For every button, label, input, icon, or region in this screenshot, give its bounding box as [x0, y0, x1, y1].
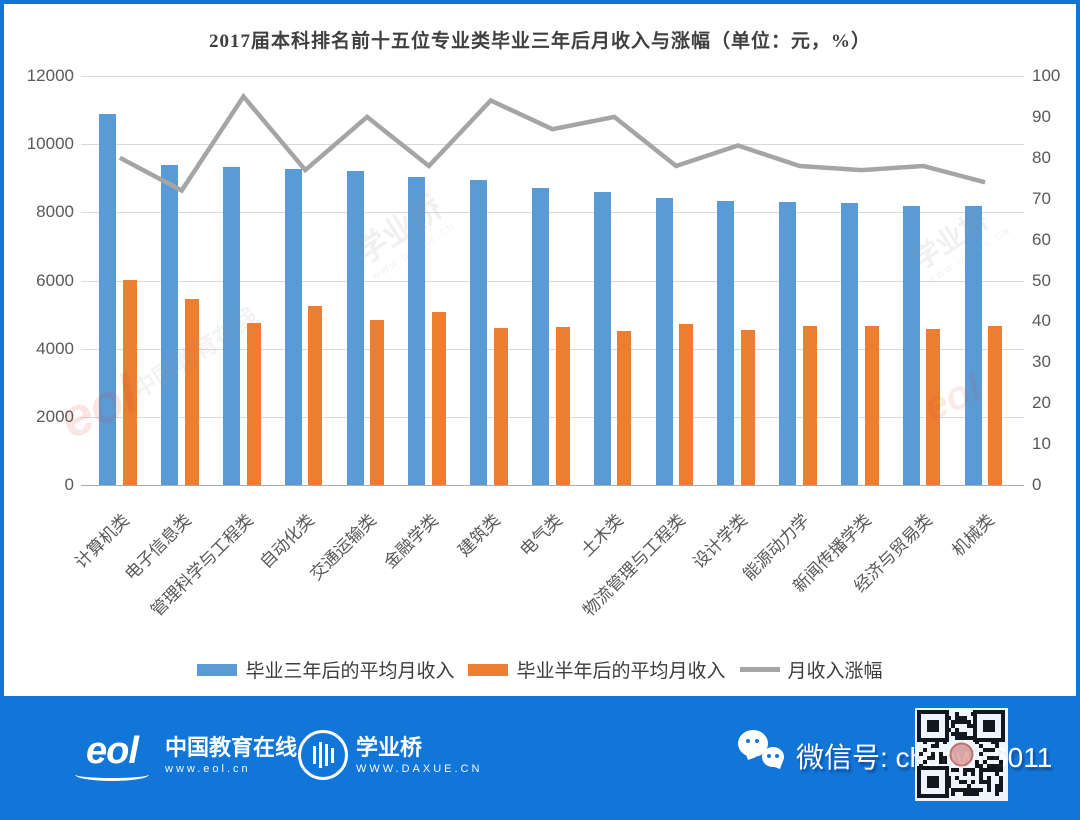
bar-income-6mo — [988, 325, 1003, 485]
y-axis-tick-label: 2000 — [36, 406, 74, 426]
qr-code-svg — [915, 708, 1008, 801]
bar-income-3yr — [593, 191, 611, 485]
bar-income-3yr — [408, 176, 426, 485]
legend-item: 毕业三年后的平均月收入 — [197, 656, 454, 683]
eol-logo: eol — [70, 730, 154, 781]
y-axis-tick-label: 12000 — [26, 66, 74, 85]
y-axis-tick-label: 0 — [64, 475, 74, 494]
right-axis-tick-label: 70 — [1032, 188, 1051, 208]
bar-income-6mo — [617, 331, 632, 485]
gridline — [81, 144, 1024, 146]
gridline — [81, 348, 1024, 350]
legend-swatch — [739, 667, 780, 672]
eol-logo-swoosh — [75, 768, 149, 781]
xueyeqiao-seal-icon — [298, 730, 348, 780]
qr-code — [915, 708, 1008, 801]
gridline — [81, 485, 1024, 486]
legend-label: 毕业半年后的平均月收入 — [516, 661, 726, 682]
right-axis-tick-label: 90 — [1032, 106, 1051, 126]
bar-income-6mo — [802, 326, 817, 485]
chart-legend: 毕业三年后的平均月收入 毕业半年后的平均月收入 月收入涨幅 — [4, 656, 1076, 683]
right-axis-tick-label: 10 — [1032, 434, 1051, 454]
right-axis-tick-label: 20 — [1032, 393, 1051, 413]
bar-income-6mo — [431, 312, 446, 485]
bar-income-6mo — [740, 330, 755, 485]
right-axis-tick-label: 50 — [1032, 270, 1051, 290]
legend-label: 月收入涨幅 — [787, 661, 883, 682]
bar-income-3yr — [284, 169, 302, 485]
y-axis-tick-label: 8000 — [36, 202, 74, 222]
right-axis-tick-label: 0 — [1032, 475, 1042, 494]
footer: eol 中国教育在线 www.eol.cn 学业桥 WWW.DAXUE.CN 微… — [4, 696, 1076, 816]
bar-income-6mo — [122, 279, 137, 485]
gridline — [81, 416, 1024, 418]
right-axis-tick-label: 40 — [1032, 311, 1051, 331]
bar-income-3yr — [717, 201, 735, 485]
xueyeqiao-name: 学业桥 — [356, 735, 423, 760]
xueyeqiao-text-block: 学业桥 WWW.DAXUE.CN — [356, 735, 483, 776]
bar-income-6mo — [246, 323, 261, 485]
wechat-icon — [738, 730, 790, 777]
eol-name: 中国教育在线 — [165, 735, 298, 760]
bar-income-6mo — [308, 306, 323, 485]
right-axis-tick-label: 100 — [1032, 66, 1061, 85]
bar-income-3yr — [779, 201, 797, 485]
bar-income-3yr — [902, 205, 920, 485]
legend-swatch — [197, 663, 238, 676]
chart-title: 2017届本科排名前十五位专业类毕业三年后月收入与涨幅（单位：元，%） — [208, 31, 871, 52]
bar-income-3yr — [532, 188, 549, 485]
bar-income-6mo — [864, 325, 879, 485]
legend-label: 毕业三年后的平均月收入 — [245, 661, 455, 682]
bar-income-3yr — [841, 202, 858, 485]
y-axis-tick-label: 4000 — [36, 338, 74, 358]
eol-text-block: 中国教育在线 www.eol.cn — [165, 735, 298, 776]
bar-income-3yr — [964, 205, 982, 485]
legend-item: 月收入涨幅 — [739, 656, 883, 683]
bar-income-6mo — [370, 320, 385, 485]
right-axis-tick-label: 80 — [1032, 147, 1051, 167]
right-axis-tick-label: 60 — [1032, 229, 1051, 249]
right-axis-tick-label: 30 — [1032, 352, 1051, 372]
eol-logo-text: eol — [86, 730, 139, 772]
gridline — [81, 76, 1024, 77]
xueyeqiao-url: WWW.DAXUE.CN — [356, 763, 483, 775]
y-axis-tick-label: 6000 — [36, 270, 74, 290]
legend-item: 毕业半年后的平均月收入 — [468, 656, 726, 683]
legend-swatch — [468, 663, 509, 676]
gridline — [81, 212, 1024, 214]
bar-income-3yr — [223, 167, 240, 485]
bar-income-3yr — [470, 179, 488, 485]
y-axis-tick-label: 10000 — [26, 134, 74, 154]
eol-url: www.eol.cn — [165, 763, 251, 775]
gridline — [81, 280, 1024, 282]
bar-income-3yr — [346, 171, 364, 485]
bar-income-3yr — [655, 197, 673, 485]
bar-income-6mo — [926, 328, 941, 485]
bar-income-6mo — [493, 327, 508, 485]
bar-income-3yr — [99, 113, 117, 485]
bar-income-6mo — [555, 326, 570, 485]
bar-income-6mo — [679, 324, 694, 485]
bar-income-3yr — [161, 164, 179, 485]
bar-income-6mo — [184, 299, 199, 485]
